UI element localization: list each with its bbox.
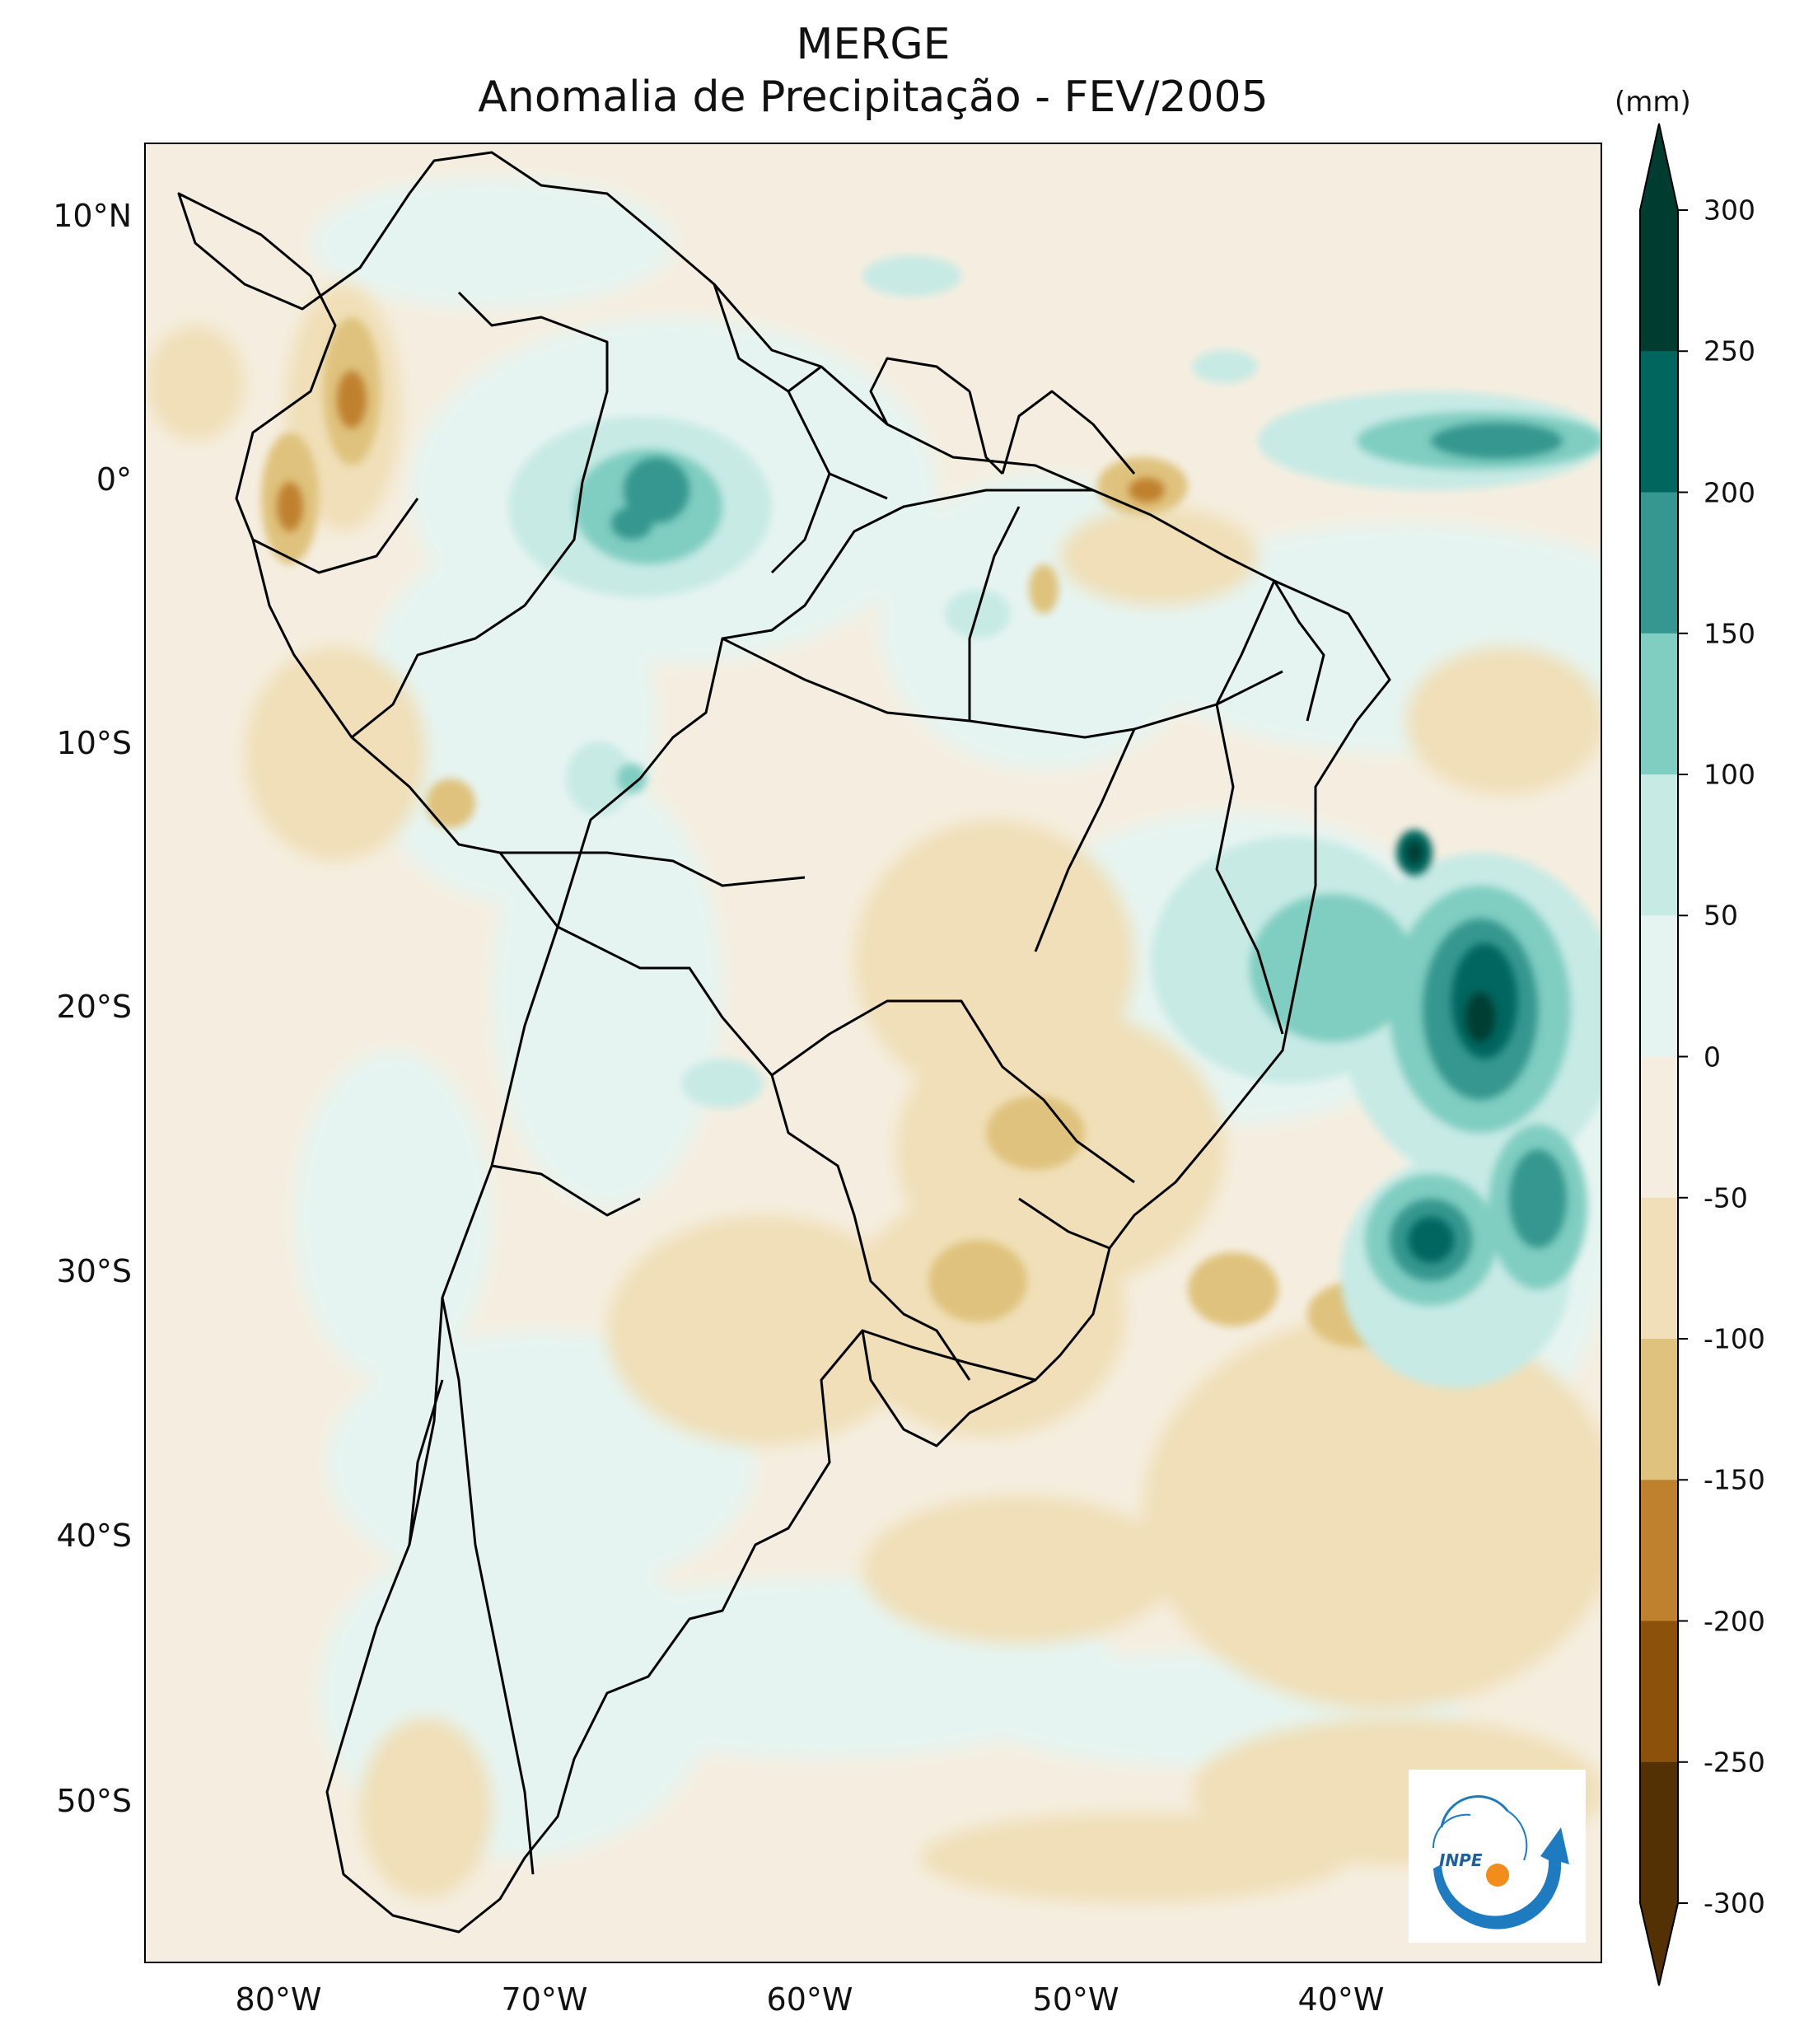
colorbar-tick-label: 300 <box>1704 194 1755 227</box>
lon-label-50w: 50°W <box>1032 1981 1119 2018</box>
map-subtitle: Anomalia de Precipitação - FEV/2005 <box>478 72 1269 122</box>
colorbar-segment <box>1640 1339 1678 1480</box>
colorbar-tick-label: -200 <box>1704 1605 1765 1637</box>
colorbar-segment <box>1640 492 1678 634</box>
lat-label-50s: 50°S <box>56 1783 132 1819</box>
lat-label-10s: 10°S <box>56 725 132 761</box>
lon-label-70w: 70°W <box>501 1981 588 2018</box>
inpe-logo-icon: INPE <box>1432 1795 1569 1929</box>
colorbar <box>1639 123 1688 1986</box>
inpe-logo-text: INPE <box>1439 1850 1483 1870</box>
colorbar-tick-label: 250 <box>1704 334 1755 367</box>
colorbar-segment <box>1640 1761 1678 1904</box>
colorbar-tick-label: 200 <box>1704 476 1755 508</box>
lat-label-20s: 20°S <box>56 989 132 1025</box>
colorbar-segment <box>1640 1056 1678 1199</box>
map-title: MERGE <box>796 20 951 69</box>
colorbar-unit: (mm) <box>1615 86 1691 119</box>
colorbar-tick-label: 0 <box>1704 1041 1721 1073</box>
colorbar-extend-bottom <box>1640 1903 1678 1986</box>
precipitation-anomaly-map <box>146 144 1601 1962</box>
colorbar-segment <box>1640 915 1678 1057</box>
lon-label-80w: 80°W <box>235 1981 322 2018</box>
inpe-logo: INPE <box>1409 1770 1586 1943</box>
colorbar-tick-label: -300 <box>1704 1887 1765 1920</box>
colorbar-segment <box>1640 1197 1678 1340</box>
colorbar-tick-label: 150 <box>1704 617 1755 650</box>
lat-label-0: 0° <box>96 461 132 498</box>
colorbar-tick-label: 50 <box>1704 899 1738 932</box>
colorbar-tick-label: -250 <box>1704 1746 1765 1779</box>
colorbar-extend-top <box>1640 124 1678 210</box>
colorbar-tick-label: -50 <box>1704 1181 1748 1214</box>
colorbar-segment <box>1640 633 1678 775</box>
colorbar-tick-label: 100 <box>1704 758 1755 791</box>
colorbar-segment <box>1640 774 1678 916</box>
lon-label-40w: 40°W <box>1297 1981 1385 2018</box>
colorbar-tick-label: -150 <box>1704 1463 1765 1496</box>
colorbar-segment <box>1640 1621 1678 1763</box>
lon-label-60w: 60°W <box>766 1981 853 2018</box>
colorbar-segment <box>1640 351 1678 493</box>
lat-label-40s: 40°S <box>56 1518 132 1554</box>
map-area <box>144 143 1602 1963</box>
lat-label-10n: 10°N <box>53 198 132 234</box>
colorbar-segment <box>1640 1480 1678 1621</box>
colorbar-tick-label: -100 <box>1704 1322 1765 1355</box>
colorbar-segment <box>1640 210 1678 352</box>
lat-label-30s: 30°S <box>56 1253 132 1289</box>
